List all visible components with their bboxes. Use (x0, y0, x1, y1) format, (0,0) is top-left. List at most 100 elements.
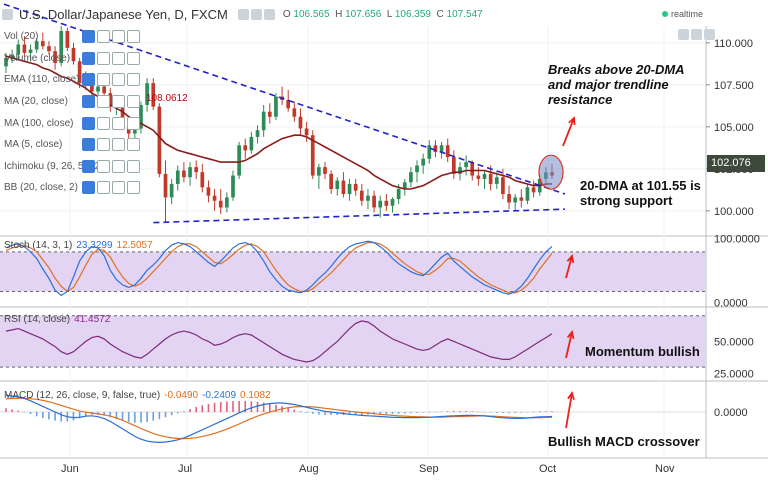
macd-hist-bar (526, 412, 529, 413)
close-icon (112, 73, 125, 87)
macd-hist-bar (471, 411, 474, 412)
candle-body (519, 197, 524, 201)
candle-body (378, 200, 383, 208)
candle-body (353, 183, 358, 191)
header-tools (236, 7, 275, 21)
candle-body (139, 104, 143, 129)
eye-icon (82, 30, 95, 44)
macd-hist-bar (361, 412, 363, 415)
macd-hist-bar (121, 412, 124, 421)
eye-icon (82, 116, 95, 130)
candle-body (507, 194, 511, 203)
y-tick-label: 0.0000 (714, 407, 748, 419)
candle-body (409, 172, 413, 183)
symbol-title[interactable]: U.S. Dollar/Japanese Yen, D, FXCM (19, 6, 228, 22)
candle-body (304, 128, 309, 136)
indicator-row[interactable]: MA (5, close) (4, 134, 142, 156)
macd-hist-bar (391, 412, 394, 414)
macd-hist-bar (183, 411, 185, 412)
y-tick-label: 107.500 (714, 80, 754, 92)
candle-body (182, 170, 186, 178)
candle-body (132, 128, 137, 134)
candle-body (4, 57, 8, 67)
candle-body (341, 180, 346, 195)
candle-body (108, 93, 113, 107)
candle-body (402, 182, 407, 189)
pane-close-icon[interactable] (704, 29, 715, 41)
macd-hist-bar (440, 411, 443, 412)
indicator-row[interactable]: Vol (20) (4, 26, 142, 48)
candle-body (157, 106, 162, 174)
macd-hist-bar (29, 412, 32, 415)
indicator-row[interactable]: MA (20, close) (4, 91, 142, 113)
macd-hist-bar (115, 412, 118, 420)
candle-body (102, 86, 106, 94)
rsi-band (0, 315, 706, 368)
macd-hist-bar (422, 412, 424, 413)
indicator-row[interactable]: EMA (110, close) (4, 69, 142, 91)
candle-body (464, 162, 468, 168)
annotation-macd-crossover: Bullish MACD crossover (548, 434, 700, 449)
x-tick-label: Aug (299, 463, 319, 475)
candle-body (151, 83, 156, 107)
candle-body (310, 135, 315, 176)
candle-body (200, 172, 205, 188)
macd-hist-bar (465, 411, 467, 412)
arrow-up-icon (565, 255, 573, 279)
candle-body (372, 195, 376, 208)
macd-hist-bar (201, 405, 204, 412)
realtime-status: realtime (662, 9, 703, 19)
eye-icon[interactable] (237, 9, 249, 21)
macd-hist-bar (354, 412, 357, 415)
macd-hist-bar (164, 412, 167, 418)
more-icon (127, 116, 140, 130)
close-icon (112, 116, 125, 130)
macd-hist-bar (403, 412, 406, 414)
macd-hist-bar (48, 412, 50, 420)
indicator-list: Vol (20) Volume (close) EMA (110, close)… (4, 26, 142, 199)
candle-body (231, 175, 235, 198)
candle-body (218, 200, 223, 208)
close-icon (112, 30, 125, 44)
candle-body (16, 44, 21, 55)
arrow-up-icon-head (568, 116, 576, 126)
indicator-row[interactable]: MA (100, close) (4, 112, 142, 134)
macd-hist-bar (5, 408, 7, 412)
y-tick-label: 105.000 (714, 122, 754, 134)
indicator-row[interactable]: Ichimoku (9, 26, 52, 26) (4, 156, 142, 178)
x-tick-label: Oct (539, 463, 556, 475)
annotation-momentum: Momentum bullish (585, 344, 700, 359)
close-icon[interactable] (263, 9, 275, 21)
candle-body (34, 41, 39, 50)
settings-icon (97, 73, 110, 87)
candle-body (366, 195, 370, 201)
arrow-up-icon (565, 331, 573, 359)
candle-body (458, 167, 462, 174)
more-icon (127, 30, 140, 44)
candle-body (175, 170, 180, 184)
maximize-icon[interactable] (678, 29, 689, 41)
candle-body (267, 111, 272, 117)
macd-hist-bar (146, 412, 148, 422)
arrow-up-icon-head (566, 254, 575, 264)
stoch-label: Stoch (14, 3, 1) 23.3299 12.5057 (4, 240, 153, 251)
candle-body (255, 130, 260, 137)
minimize-icon[interactable] (691, 29, 702, 41)
collapse-icon[interactable] (2, 8, 13, 20)
indicator-row[interactable]: BB (20, close, 2) (4, 177, 142, 199)
macd-hist-bar (311, 412, 314, 414)
macd-hist-bar (489, 412, 492, 413)
candle-body (390, 199, 395, 206)
close-icon (112, 138, 125, 152)
settings-icon (97, 138, 110, 152)
indicator-row[interactable]: Volume (close) (4, 48, 142, 70)
candle-body (28, 49, 33, 53)
macd-hist-bar (538, 411, 541, 412)
more-icon (127, 95, 140, 109)
ma20-line (5, 55, 552, 190)
settings-icon[interactable] (250, 9, 262, 21)
macd-hist-bar (60, 412, 63, 422)
macd-hist-bar (84, 412, 87, 416)
candle-body (163, 173, 168, 198)
